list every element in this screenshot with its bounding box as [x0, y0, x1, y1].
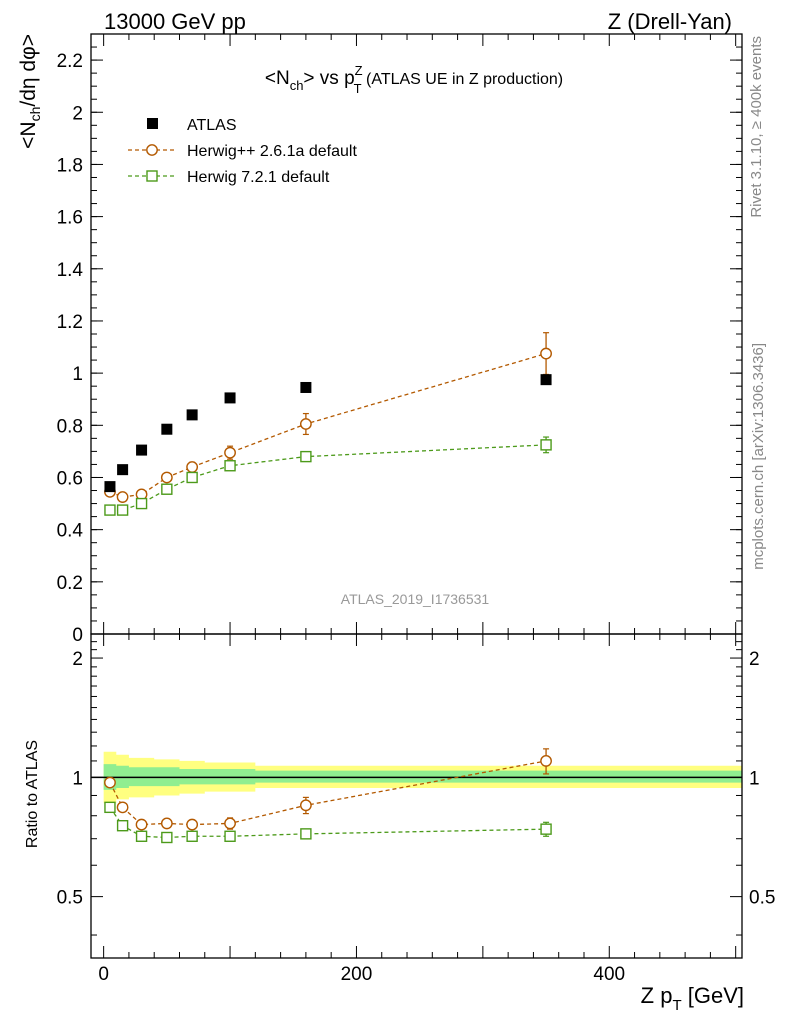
- ratio-line-herwig-2-6-1a-default: [109, 760, 547, 826]
- legend-marker-atlas: [147, 118, 158, 129]
- ratio-ytick-label: 1: [72, 768, 83, 789]
- ratio-point-herwig-7-2-1-default: [224, 830, 236, 842]
- main-point-herwig-2-6-1a-default: [299, 418, 312, 430]
- main-line-herwig-7-2-1-default: [109, 444, 547, 511]
- analysis-watermark: ATLAS_2019_I1736531: [341, 591, 490, 607]
- ratio-point-herwig-2-6-1a-default: [186, 818, 199, 831]
- ratio-panel: 0.5 0.5 1 1 2 2 0 200 400: [57, 633, 775, 985]
- header-left: 13000 GeV pp: [104, 9, 246, 34]
- main-ytick-label: 1: [72, 364, 83, 385]
- main-point-atlas: [540, 374, 552, 386]
- legend: ATLAS Herwig++ 2.6.1a default Herwig 7.2…: [128, 117, 357, 186]
- main-point-herwig-2-6-1a-default: [224, 446, 236, 459]
- main-point-atlas: [224, 392, 236, 404]
- ratio-ytick-label-right: 0.5: [749, 888, 775, 909]
- mcplots-label: mcplots.cern.ch [arXiv:1306.3436]: [750, 343, 767, 570]
- main-ytick-label: 0.8: [57, 416, 83, 437]
- ratio-line-herwig-7-2-1-default: [109, 806, 547, 839]
- main-point-herwig-7-2-1-default: [135, 497, 148, 510]
- main-point-herwig-7-2-1-default: [104, 504, 116, 516]
- main-ytick-label: 0.2: [57, 573, 83, 594]
- main-ytick-label: 0: [72, 625, 83, 646]
- main-ytick-label: 2.2: [57, 51, 83, 72]
- legend-label-herwigpp: Herwig++ 2.6.1a default: [187, 143, 357, 160]
- main-point-atlas: [136, 444, 148, 456]
- ratio-ytick-label: 2: [72, 649, 83, 670]
- main-ytick-label: 1.6: [57, 208, 83, 229]
- main-point-herwig-7-2-1-default: [540, 439, 552, 451]
- ratio-point-herwig-2-6-1a-default: [160, 817, 173, 830]
- legend-label-atlas: ATLAS: [187, 117, 237, 134]
- ratio-point-herwig-7-2-1-default: [116, 819, 129, 832]
- ratio-ylabel: Ratio to ATLAS: [24, 740, 41, 848]
- ratio-ytick-label-right: 1: [749, 768, 760, 789]
- ratio-point-herwig-2-6-1a-default: [135, 818, 148, 831]
- xtick-label: 0: [98, 964, 109, 985]
- ratio-point-herwig-2-6-1a-default: [104, 776, 116, 789]
- ratio-ytick-label-right: 2: [749, 649, 760, 670]
- rivet-label: Rivet 3.1.10, ≥ 400k events: [748, 36, 765, 218]
- main-point-atlas: [117, 464, 129, 476]
- main-point-herwig-7-2-1-default: [161, 483, 173, 495]
- legend-label-herwig7: Herwig 7.2.1 default: [187, 169, 330, 186]
- ratio-point-herwig-2-6-1a-default: [299, 799, 312, 812]
- ratio-ytick-label: 0.5: [57, 888, 83, 909]
- main-ytick-label: 2: [72, 103, 83, 124]
- ratio-point-herwig-7-2-1-default: [104, 801, 116, 814]
- main-point-herwig-7-2-1-default: [186, 471, 198, 484]
- ratio-point-herwig-7-2-1-default: [161, 831, 173, 844]
- main-ytick-label: 1.2: [57, 312, 83, 333]
- main-ytick-label: 0.6: [57, 468, 83, 489]
- main-ytick-label: 1.8: [57, 155, 83, 176]
- main-panel: 0 0.2 0.4 0.6 0.8 1 1.2 1.4 1.6 1.8 2 2.2: [57, 33, 743, 646]
- main-point-herwig-7-2-1-default: [300, 450, 312, 463]
- ratio-frame: [90, 633, 743, 959]
- main-point-atlas: [186, 409, 198, 421]
- header-right: Z (Drell-Yan): [608, 9, 732, 34]
- main-point-herwig-7-2-1-default: [116, 504, 129, 516]
- ratio-point-herwig-2-6-1a-default: [224, 817, 236, 830]
- main-line-herwig-2-6-1a-default: [109, 352, 547, 498]
- xtick-label: 400: [593, 964, 625, 985]
- main-point-herwig-7-2-1-default: [224, 460, 236, 472]
- ratio-point-herwig-2-6-1a-default: [116, 801, 129, 814]
- ratio-point-herwig-7-2-1-default: [300, 828, 312, 840]
- main-point-atlas: [104, 481, 116, 493]
- ratio-point-herwig-2-6-1a-default: [540, 755, 552, 767]
- ratio-point-herwig-7-2-1-default: [135, 830, 148, 842]
- main-ytick-label: 1.4: [57, 260, 84, 281]
- legend-marker-herwigpp: [146, 144, 158, 156]
- x-axis-label: Z pT [GeV]: [641, 983, 744, 1014]
- main-point-herwig-2-6-1a-default: [160, 471, 173, 484]
- xtick-label: 200: [341, 964, 373, 985]
- main-point-herwig-2-6-1a-default: [116, 491, 129, 503]
- main-point-atlas: [161, 423, 173, 435]
- main-point-atlas: [300, 381, 312, 393]
- main-point-herwig-2-6-1a-default: [540, 347, 552, 360]
- legend-marker-herwig7: [146, 170, 158, 182]
- main-title: <Nch> vs pZ T (ATLAS UE in Z production): [265, 63, 563, 96]
- main-ytick-label: 0.4: [57, 521, 84, 542]
- main-ylabel: <Nch/dη dφ>: [17, 34, 43, 149]
- main-point-herwig-2-6-1a-default: [186, 461, 199, 473]
- ratio-point-herwig-7-2-1-default: [540, 823, 552, 835]
- ratio-point-herwig-7-2-1-default: [186, 830, 198, 842]
